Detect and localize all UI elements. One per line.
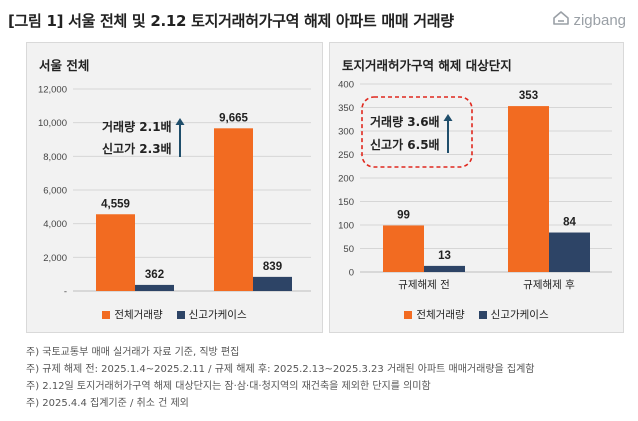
legend-item-total: 전체거래량 (404, 307, 465, 322)
bar-total (214, 128, 253, 291)
y-tick-label: 12,000 (38, 85, 67, 96)
legend-label-total: 전체거래량 (114, 309, 163, 321)
data-label: 84 (563, 217, 576, 229)
lifted-zone-chart: 0 50 100 150 200 250 300 350 400 99 13 규제해제 전 353 84 규… (338, 80, 612, 291)
annotation-volume-ratio: 거래량 3.6배 (370, 114, 440, 129)
legend-label-new-high: 신고가케이스 (490, 309, 549, 321)
y-tick-label: 6,000 (43, 186, 67, 197)
legend-swatch-total (102, 310, 111, 319)
seoul-chart-panel: 서울 전체 - 2,000 4,000 6,000 8,000 10,000 12,000 4… (26, 42, 323, 333)
seoul-chart-title: 서울 전체 (39, 58, 90, 73)
bar-total (508, 106, 549, 272)
footnote: 주) 2025.4.4 집계기준 / 취소 건 제외 (26, 398, 189, 409)
y-tick-label: 100 (338, 221, 354, 232)
data-label: 99 (397, 209, 410, 221)
footnote: 주) 국토교통부 매매 실거래가 자료 기준, 직방 편집 (26, 347, 240, 358)
y-tick-label: 8,000 (43, 152, 67, 163)
lifted-zone-chart-panel: 토지거래허가구역 해제 대상단지 0 50 100 150 200 250 300 350 40… (329, 42, 624, 333)
annotation-new-high-ratio: 신고가 6.5배 (370, 137, 440, 152)
y-tick-label: 4,000 (43, 219, 67, 230)
figure-header: [그림 1] 서울 전체 및 2.12 토지거래허가구역 해제 아파트 매매 거… (8, 8, 630, 34)
y-tick-label: 400 (338, 80, 354, 91)
zigbang-logo-icon (552, 10, 570, 30)
figure-title: [그림 1] 서울 전체 및 2.12 토지거래허가구역 해제 아파트 매매 거… (8, 12, 454, 30)
y-tick-label: 350 (338, 103, 354, 114)
y-tick-label: 150 (338, 197, 354, 208)
legend-label-new-high: 신고가케이스 (188, 309, 247, 321)
lifted-zone-chart-legend: 전체거래량 신고가케이스 (330, 307, 623, 322)
y-tick-label: 250 (338, 150, 354, 161)
bar-new-high (549, 232, 590, 272)
footnote: 주) 규제 해제 전: 2025.1.4~2025.2.11 / 규제 해제 후… (26, 364, 535, 375)
y-tick-label: 50 (343, 244, 354, 255)
data-label: 9,665 (219, 112, 248, 124)
y-tick-label: 300 (338, 127, 354, 138)
legend-swatch-total (404, 310, 413, 319)
data-label: 362 (145, 269, 164, 281)
x-category-label: 규제해제 후 (523, 278, 575, 291)
annotation-volume-ratio: 거래량 2.1배 (102, 119, 172, 134)
legend-item-total: 전체거래량 (102, 307, 163, 322)
data-label: 13 (438, 250, 451, 262)
arrow-up-icon-head (443, 114, 453, 121)
legend-swatch-new-high (478, 310, 487, 319)
lifted-zone-chart-title: 토지거래허가구역 해제 대상단지 (342, 58, 512, 73)
y-tick-label: 10,000 (38, 118, 67, 129)
legend-item-new-high: 신고가케이스 (478, 307, 549, 322)
bar-total (96, 214, 135, 291)
seoul-chart-legend: 전체거래량 신고가케이스 (27, 307, 322, 322)
annotation-highlight-box (361, 96, 473, 168)
zigbang-logo-text: zigbang (573, 11, 626, 29)
y-tick-label: 200 (338, 174, 354, 185)
data-label: 839 (263, 261, 282, 273)
bar-new-high (253, 276, 292, 291)
data-label: 4,559 (101, 198, 130, 210)
bar-new-high (424, 265, 465, 272)
zigbang-logo: zigbang (552, 10, 626, 30)
legend-item-new-high: 신고가케이스 (176, 307, 247, 322)
arrow-up-icon-head (175, 118, 185, 125)
seoul-chart: - 2,000 4,000 6,000 8,000 10,000 12,000 4,559 36… (38, 85, 311, 298)
bar-new-high (135, 284, 174, 291)
legend-swatch-new-high (176, 310, 185, 319)
annotation-new-high-ratio: 신고가 2.3배 (102, 141, 172, 156)
footnotes: 주) 국토교통부 매매 실거래가 자료 기준, 직방 편집 주) 규제 해제 전… (26, 344, 535, 412)
x-category-label: 규제해제 전 (398, 278, 450, 291)
y-tick-label: - (64, 287, 67, 298)
y-tick-label: 0 (349, 268, 354, 279)
legend-label-total: 전체거래량 (416, 309, 465, 321)
footnote: 주) 2.12일 토지거래허가구역 해제 대상단지는 잠·삼·대·청지역의 재건… (26, 381, 431, 392)
data-label: 353 (519, 90, 538, 102)
bar-total (383, 225, 424, 272)
y-tick-label: 2,000 (43, 253, 67, 264)
